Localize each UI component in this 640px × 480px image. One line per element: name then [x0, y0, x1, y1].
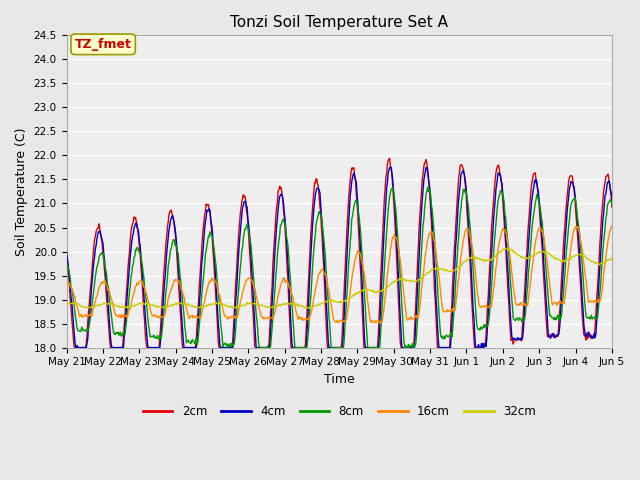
Legend: 2cm, 4cm, 8cm, 16cm, 32cm: 2cm, 4cm, 8cm, 16cm, 32cm: [138, 400, 541, 423]
Y-axis label: Soil Temperature (C): Soil Temperature (C): [15, 127, 28, 256]
Title: Tonzi Soil Temperature Set A: Tonzi Soil Temperature Set A: [230, 15, 448, 30]
Text: TZ_fmet: TZ_fmet: [75, 38, 132, 51]
X-axis label: Time: Time: [324, 373, 355, 386]
